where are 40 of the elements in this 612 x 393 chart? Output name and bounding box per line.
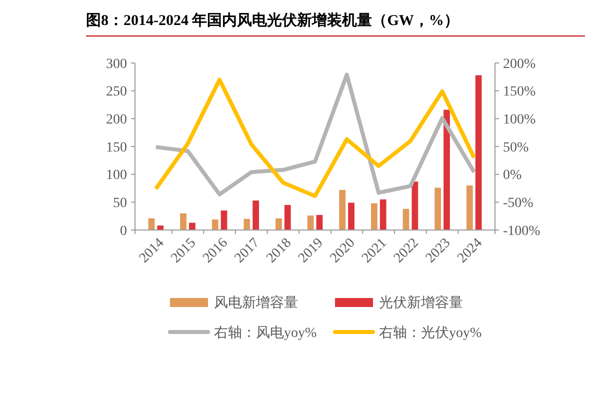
bar — [276, 218, 282, 230]
y-tick-label: 300 — [106, 56, 127, 72]
legend-label: 光伏新增容量 — [379, 294, 463, 311]
bar — [307, 216, 314, 230]
legend-label: 右轴：风电yoy% — [214, 324, 317, 341]
bar — [252, 200, 259, 230]
bar — [339, 190, 346, 230]
legend-label: 右轴：光伏yoy% — [379, 324, 482, 341]
bar — [220, 210, 228, 230]
y-tick-label: 200 — [106, 112, 127, 128]
bar — [371, 203, 378, 230]
bar — [434, 188, 441, 230]
bar — [189, 222, 196, 230]
y2-tick-label: 0% — [503, 168, 522, 184]
y2-tick-label: 150% — [503, 84, 536, 100]
bar — [212, 219, 218, 230]
y2-tick-label: -50% — [503, 196, 534, 212]
bar — [402, 208, 410, 230]
chart-title: 图8：2014-2024 年国内风电光伏新增装机量（GW，%） — [86, 11, 459, 29]
bar — [348, 202, 354, 230]
y2-tick-label: 50% — [503, 140, 529, 156]
y2-tick-label: 200% — [503, 56, 536, 72]
bar — [316, 214, 323, 230]
legend-label: 风电新增容量 — [214, 294, 298, 311]
bar — [284, 204, 291, 230]
y-tick-label: 150 — [106, 140, 127, 156]
y-tick-label: 50 — [113, 196, 127, 212]
bar — [412, 182, 418, 230]
bar — [244, 218, 250, 230]
bar — [380, 199, 386, 230]
bar — [475, 75, 482, 230]
bar — [157, 226, 164, 230]
y-tick-label: 100 — [106, 168, 127, 184]
y-tick-label: 0 — [120, 224, 127, 239]
y2-tick-label: 100% — [503, 112, 536, 128]
bar — [444, 110, 450, 230]
y2-tick-label: -100% — [503, 224, 541, 239]
bar — [466, 185, 473, 230]
bar — [180, 213, 186, 230]
y-tick-label: 250 — [106, 84, 127, 100]
